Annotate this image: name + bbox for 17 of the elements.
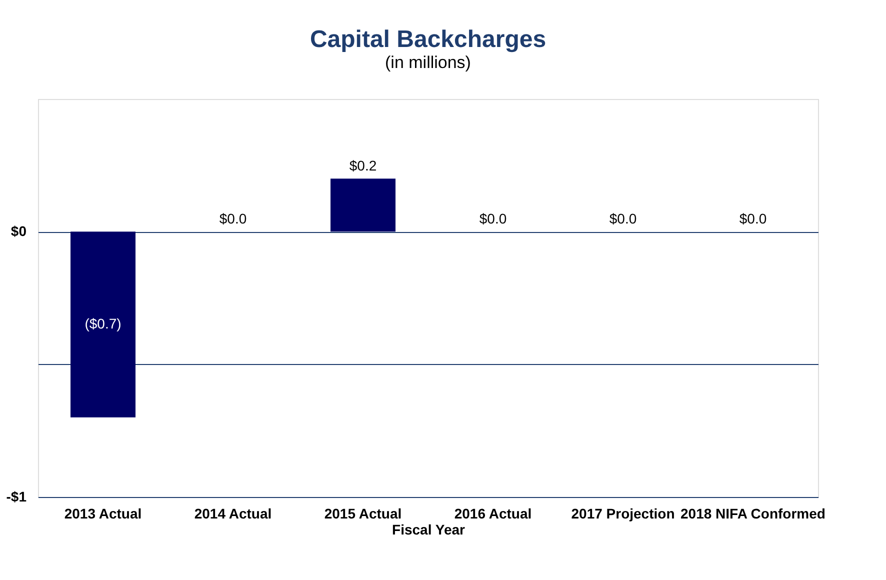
x-tick-label: 2018 NIFA Conformed <box>680 506 826 522</box>
x-axis-title: Fiscal Year <box>392 522 466 538</box>
chart-subtitle: (in millions) <box>385 53 471 72</box>
x-tick-label: 2013 Actual <box>64 506 142 522</box>
data-label: ($0.7) <box>84 316 122 332</box>
data-label: $0.0 <box>609 210 637 227</box>
data-label: $0.0 <box>739 210 767 227</box>
x-tick-label: 2017 Projection <box>571 506 675 522</box>
chart-title: Capital Backcharges <box>310 26 546 53</box>
y-tick-label: -$1 <box>6 488 27 504</box>
data-label: $0.0 <box>479 210 507 227</box>
data-label: $0.2 <box>349 158 377 174</box>
x-tick-label: 2014 Actual <box>194 506 272 522</box>
x-tick-label: 2016 Actual <box>454 506 532 522</box>
data-label: $0.0 <box>219 210 247 227</box>
y-tick-label: $0 <box>10 223 27 240</box>
x-tick-label: 2015 Actual <box>324 506 402 522</box>
